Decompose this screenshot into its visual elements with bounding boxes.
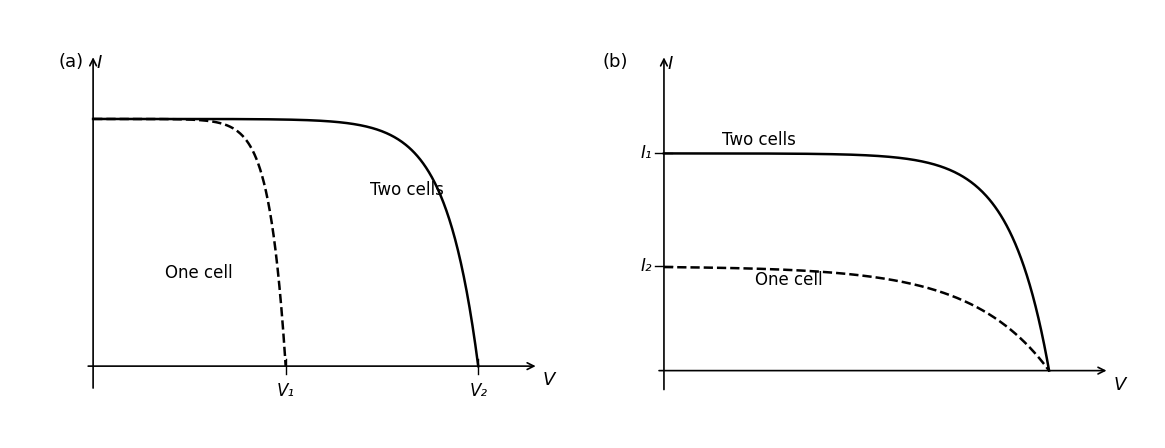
Text: V₁: V₁ bbox=[276, 382, 295, 400]
Text: Two cells: Two cells bbox=[370, 181, 444, 199]
Text: I₁: I₁ bbox=[641, 144, 652, 163]
Text: One cell: One cell bbox=[755, 271, 822, 289]
Text: I₂: I₂ bbox=[641, 257, 652, 276]
Text: V₂: V₂ bbox=[469, 382, 487, 400]
Text: Two cells: Two cells bbox=[722, 131, 796, 149]
Text: I: I bbox=[97, 55, 101, 73]
Text: V: V bbox=[1114, 376, 1127, 394]
Text: (a): (a) bbox=[58, 53, 84, 71]
Text: I: I bbox=[668, 55, 672, 73]
Text: (b): (b) bbox=[602, 53, 628, 71]
Text: One cell: One cell bbox=[165, 264, 233, 282]
Text: V: V bbox=[543, 371, 556, 389]
